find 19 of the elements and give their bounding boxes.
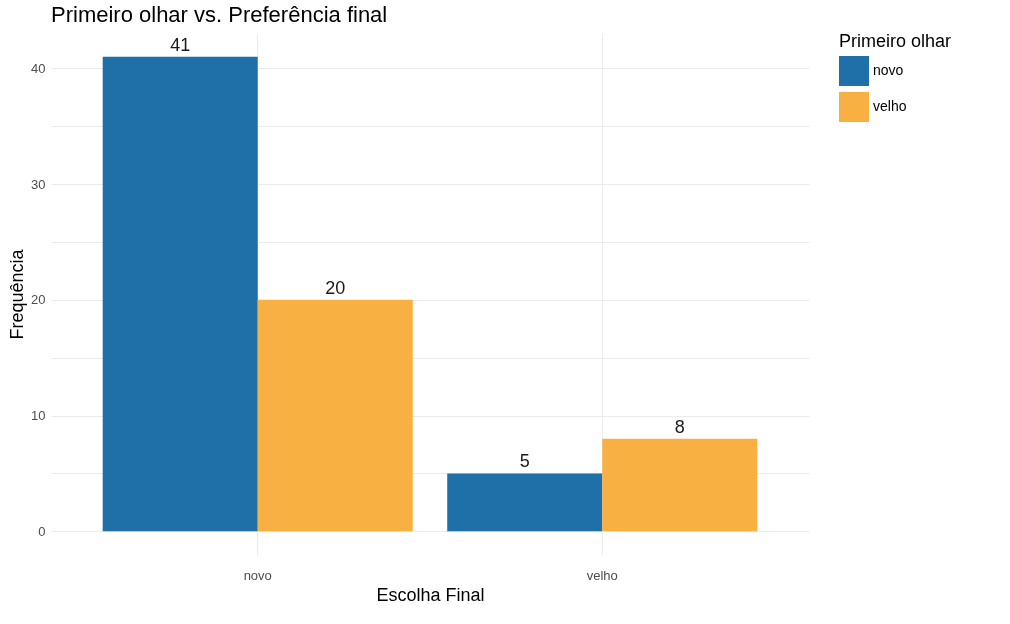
y-tick-label: 40 xyxy=(31,60,46,76)
legend-label: novo xyxy=(873,62,904,78)
bar xyxy=(257,299,413,532)
y-tick-label: 30 xyxy=(31,176,46,192)
y-tick-label: 20 xyxy=(31,292,46,308)
y-axis-title: Frequência xyxy=(7,248,28,340)
data-label: 20 xyxy=(325,277,346,298)
legend-label: velho xyxy=(873,98,907,114)
bar xyxy=(102,56,258,532)
bar xyxy=(602,438,758,532)
y-tick-label: 10 xyxy=(31,408,46,424)
data-label: 5 xyxy=(519,451,530,472)
data-label: 8 xyxy=(674,416,685,437)
legend-title: Primeiro olhar xyxy=(839,31,952,51)
x-axis-title: Escolha Final xyxy=(376,584,485,605)
chart-title: Primeiro olhar vs. Preferência final xyxy=(51,2,388,27)
bar xyxy=(447,473,603,532)
data-label: 41 xyxy=(170,34,191,55)
y-tick-label: 0 xyxy=(38,523,46,539)
